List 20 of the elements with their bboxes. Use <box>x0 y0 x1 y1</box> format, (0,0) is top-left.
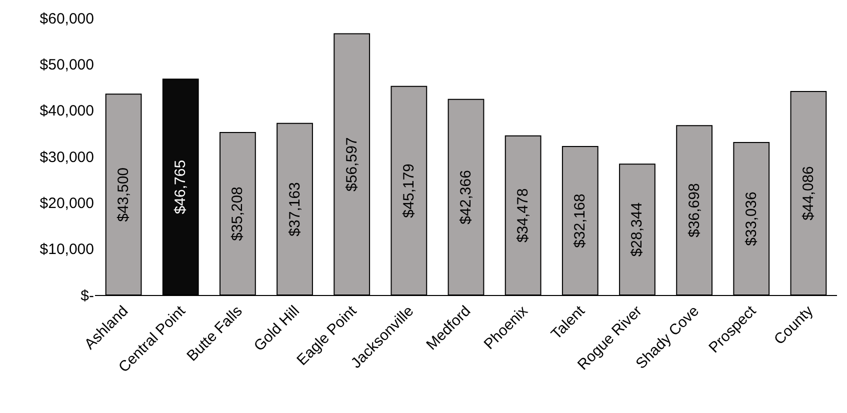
y-tick-label: $50,000 <box>40 56 94 74</box>
data-label: $44,086 <box>800 166 817 220</box>
y-tick-label: $60,000 <box>40 10 94 28</box>
data-label: $46,765 <box>172 160 190 214</box>
data-label: $28,344 <box>628 202 646 257</box>
y-tick-label: $30,000 <box>40 148 94 166</box>
y-tick-label: $10,000 <box>40 241 94 258</box>
y-tick-label: $20,000 <box>40 194 94 212</box>
data-label: $37,163 <box>286 182 304 236</box>
data-label: $32,168 <box>572 194 589 248</box>
y-tick-label: $- <box>80 287 94 304</box>
data-label: $36,698 <box>686 183 703 238</box>
data-label: $42,366 <box>458 170 474 224</box>
data-label: $56,597 <box>343 137 360 192</box>
data-label: $34,478 <box>514 188 532 243</box>
data-label: $45,179 <box>400 164 418 218</box>
data-label: $35,208 <box>229 186 246 241</box>
data-label: $43,500 <box>115 167 132 222</box>
y-tick-label: $40,000 <box>40 102 94 120</box>
data-label: $33,036 <box>742 192 760 246</box>
